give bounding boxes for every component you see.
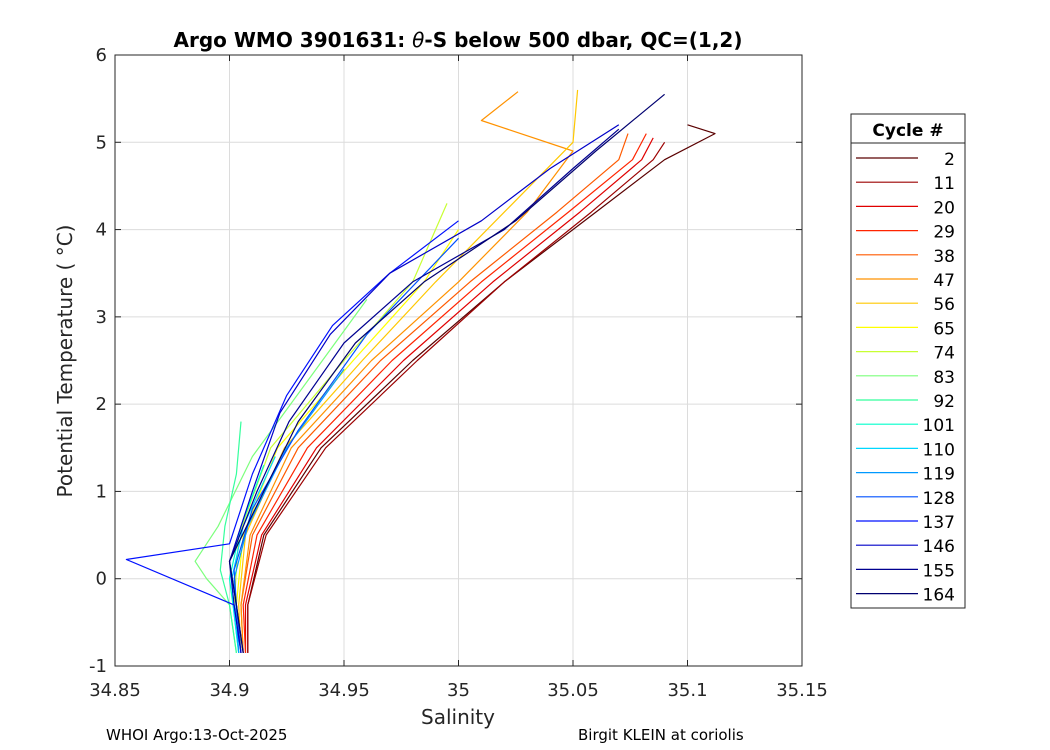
legend-label: 137 bbox=[923, 513, 955, 533]
title-prefix: Argo WMO 3901631: bbox=[174, 28, 413, 52]
y-tick-label: 5 bbox=[96, 132, 107, 153]
axis-ticks: 34.85 34.9 34.95 35 35.05 35.1 35.15 -1 0 1 2 3 4 5 6 bbox=[89, 45, 828, 701]
legend-label: 110 bbox=[923, 440, 955, 460]
legend-label: 20 bbox=[933, 198, 955, 218]
series-line-cycle-29 bbox=[242, 133, 647, 653]
x-tick-label: 34.9 bbox=[209, 680, 249, 701]
legend-label: 155 bbox=[923, 561, 955, 581]
legend-label: 92 bbox=[933, 392, 955, 412]
y-tick-label: 4 bbox=[96, 220, 107, 241]
series-group bbox=[125, 89, 716, 653]
x-tick-label: 35.15 bbox=[776, 680, 828, 701]
legend-label: 128 bbox=[923, 489, 955, 509]
legend-title: Cycle # bbox=[872, 121, 943, 141]
series-line-cycle-56 bbox=[238, 89, 579, 653]
x-tick-label: 34.95 bbox=[318, 680, 370, 701]
y-tick-label: 1 bbox=[96, 481, 107, 502]
series-line-cycle-20 bbox=[244, 137, 654, 653]
series-line-cycle-164 bbox=[228, 93, 665, 653]
x-tick-label: 35 bbox=[447, 680, 470, 701]
x-tick-label: 35.05 bbox=[547, 680, 599, 701]
legend-label: 65 bbox=[933, 319, 955, 339]
legend-label: 74 bbox=[933, 344, 955, 364]
x-tick-label: 35.1 bbox=[667, 680, 707, 701]
y-tick-label: 0 bbox=[96, 569, 107, 590]
series-line-cycle-2 bbox=[247, 124, 716, 653]
y-tick-label: 3 bbox=[96, 307, 107, 328]
legend-label: 29 bbox=[933, 223, 955, 243]
title-suffix: -S below 500 dbar, QC=(1,2) bbox=[424, 28, 742, 52]
x-axis-label: Salinity bbox=[421, 705, 495, 729]
series-line-cycle-38 bbox=[240, 133, 629, 653]
series-line-cycle-47 bbox=[240, 91, 574, 653]
title-theta: θ bbox=[412, 28, 424, 52]
x-tick-label: 34.85 bbox=[89, 680, 141, 701]
footer-right-text: Birgit KLEIN at coriolis bbox=[578, 726, 744, 744]
series-line-cycle-92 bbox=[219, 421, 242, 653]
legend-box bbox=[850, 113, 966, 609]
series-line-cycle-146 bbox=[228, 124, 620, 653]
series-line-cycle-11 bbox=[247, 141, 666, 653]
chart-title: Argo WMO 3901631: θ-S below 500 dbar, QC… bbox=[174, 28, 743, 52]
y-axis-label: Potential Temperature ( °C) bbox=[53, 225, 77, 498]
y-tick-label: -1 bbox=[89, 656, 107, 677]
legend-label: 164 bbox=[923, 586, 955, 606]
legend-label: 47 bbox=[933, 271, 955, 291]
legend-label: 146 bbox=[923, 537, 955, 557]
legend-label: 56 bbox=[933, 295, 955, 315]
legend-label: 38 bbox=[933, 247, 955, 267]
legend-label: 11 bbox=[933, 174, 955, 194]
legend-entries: 2 11 20 29 38 47 56 65 74 83 92 101 110 119 128 137 146 1… bbox=[856, 150, 955, 606]
footer-left-text: WHOI Argo:13-Oct-2025 bbox=[106, 726, 288, 744]
legend-label: 83 bbox=[933, 368, 955, 388]
y-tick-label: 6 bbox=[96, 45, 107, 66]
legend-label: 101 bbox=[923, 416, 955, 436]
series-line-cycle-83 bbox=[194, 299, 368, 653]
y-tick-label: 2 bbox=[96, 394, 107, 415]
legend: Cycle # 2 11 20 29 38 47 56 65 74 83 92 101 110 119 12… bbox=[850, 113, 966, 609]
legend-label: 119 bbox=[923, 465, 955, 485]
legend-label: 2 bbox=[944, 150, 955, 170]
series-line-cycle-137 bbox=[125, 220, 459, 653]
